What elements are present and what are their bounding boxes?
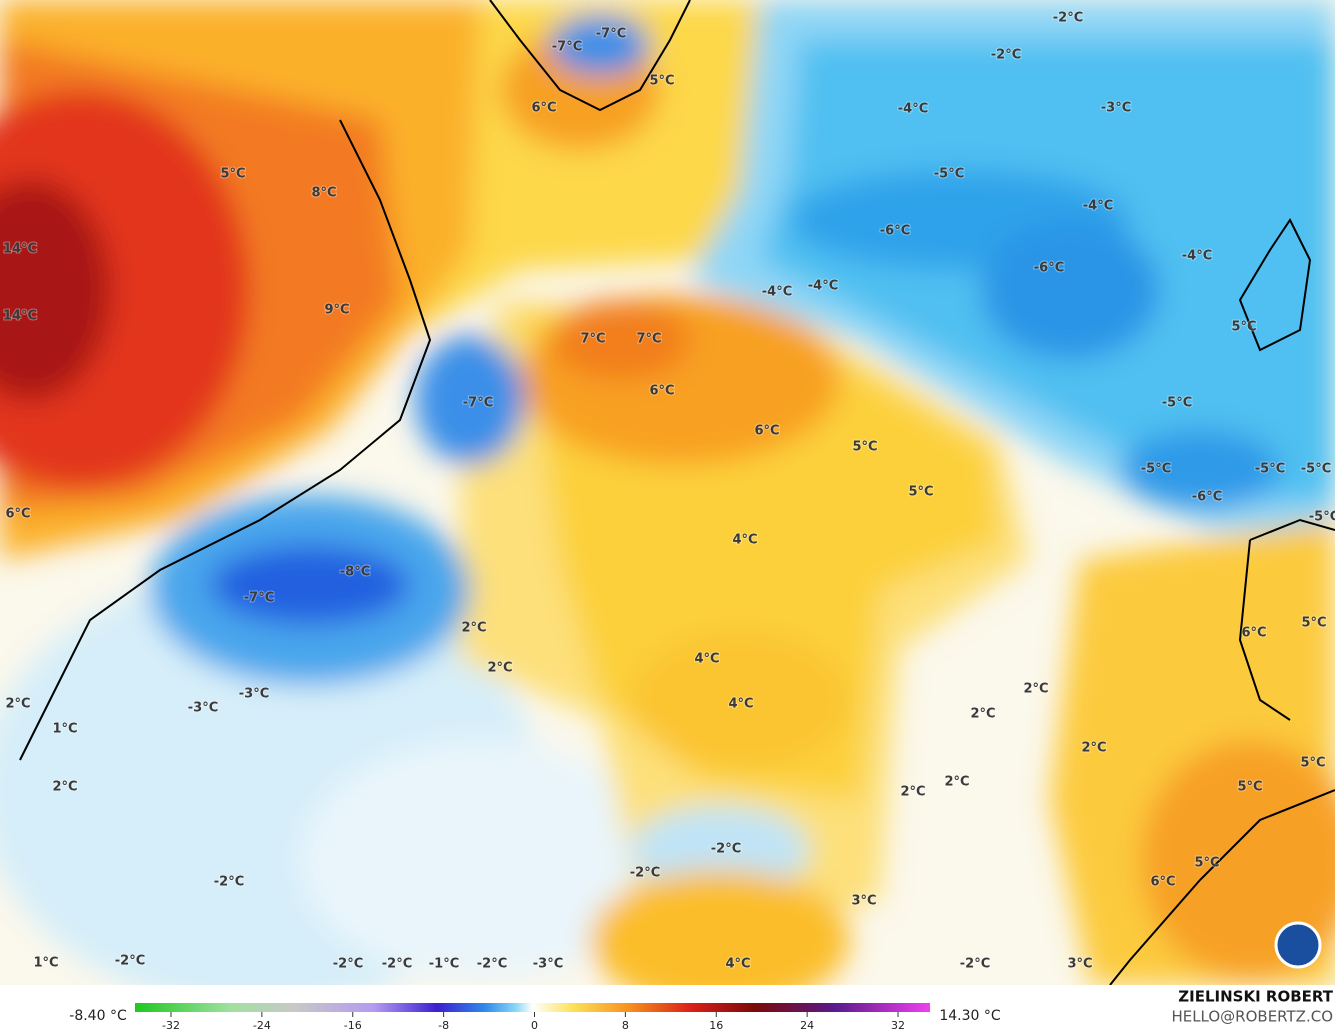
temperature-label: -4°C bbox=[808, 279, 838, 294]
temperature-label: 6°C bbox=[1150, 875, 1175, 890]
temperature-label: 5°C bbox=[852, 440, 877, 455]
temperature-label: 5°C bbox=[649, 74, 674, 89]
colorbar-tick-label: -32 bbox=[162, 1019, 180, 1032]
temperature-label: 5°C bbox=[1231, 320, 1256, 335]
temperature-label: 14°C bbox=[3, 309, 37, 324]
temperature-label: 2°C bbox=[970, 707, 995, 722]
temperature-label: -5°C bbox=[1301, 462, 1331, 477]
colorbar-tick-label: 16 bbox=[709, 1019, 723, 1032]
temperature-label: 1°C bbox=[33, 956, 58, 971]
temperature-label: 2°C bbox=[944, 775, 969, 790]
temperature-label: 5°C bbox=[908, 485, 933, 500]
temperature-label: -7°C bbox=[596, 27, 626, 42]
temperature-label: -2°C bbox=[214, 875, 244, 890]
temperature-label: -3°C bbox=[1101, 101, 1131, 116]
temperature-field: -7°C -7°C -2°C -2°C 5°C 6°C -4°C -3°C 5°C 8°C -5°C… bbox=[0, 0, 1335, 985]
colorbar-max: 14.30 °C bbox=[939, 1008, 1001, 1024]
credit-name: ZIELINSKI ROBERT bbox=[1178, 988, 1333, 1006]
colorbar-tick-label: 32 bbox=[891, 1019, 905, 1032]
temperature-label: -5°C bbox=[934, 167, 964, 182]
temperature-label: 4°C bbox=[694, 652, 719, 667]
temperature-label: -2°C bbox=[630, 866, 660, 881]
temperature-label: -2°C bbox=[1053, 11, 1083, 26]
temperature-label: -2°C bbox=[477, 957, 507, 972]
temperature-label: 5°C bbox=[220, 167, 245, 182]
temperature-label: 6°C bbox=[531, 101, 556, 116]
temperature-label: -6°C bbox=[880, 224, 910, 239]
temperature-label: 5°C bbox=[1194, 856, 1219, 871]
temperature-label: -2°C bbox=[991, 48, 1021, 63]
temperature-label: 6°C bbox=[1241, 626, 1266, 641]
temperature-label: -2°C bbox=[333, 957, 363, 972]
temperature-label: 2°C bbox=[5, 697, 30, 712]
temperature-label: 3°C bbox=[1067, 957, 1092, 972]
temperature-label: 7°C bbox=[636, 332, 661, 347]
colorbar-tick-label: 24 bbox=[800, 1019, 814, 1032]
temperature-label: -1°C bbox=[429, 957, 459, 972]
temperature-label: 6°C bbox=[5, 507, 30, 522]
temperature-label: 3°C bbox=[851, 894, 876, 909]
temperature-label: 4°C bbox=[728, 697, 753, 712]
temperature-label: 4°C bbox=[732, 533, 757, 548]
temperature-label: 6°C bbox=[754, 424, 779, 439]
temperature-label: -6°C bbox=[1034, 261, 1064, 276]
temperature-label: 2°C bbox=[1081, 741, 1106, 756]
temperature-label: -4°C bbox=[1182, 249, 1212, 264]
temperature-label: -5°C bbox=[1255, 462, 1285, 477]
temperature-label: -7°C bbox=[552, 40, 582, 55]
temperature-label: -3°C bbox=[239, 687, 269, 702]
noaa-logo bbox=[1274, 921, 1322, 969]
temperature-label: 2°C bbox=[1023, 682, 1048, 697]
credit-contact: HELLO@ROBERTZ.CO bbox=[1171, 1008, 1333, 1026]
temperature-label: 8°C bbox=[311, 186, 336, 201]
temperature-label: -2°C bbox=[960, 957, 990, 972]
temperature-label: 1°C bbox=[52, 722, 77, 737]
temperature-label: -5°C bbox=[1309, 510, 1335, 525]
colorbar-tick-label: -8 bbox=[438, 1019, 449, 1032]
temperature-label: -2°C bbox=[382, 957, 412, 972]
temperature-label: 7°C bbox=[580, 332, 605, 347]
temperature-label: 5°C bbox=[1301, 616, 1326, 631]
colorbar-min: -8.40 °C bbox=[69, 1008, 127, 1024]
temperature-label: -8°C bbox=[340, 565, 370, 580]
temperature-label: 6°C bbox=[649, 384, 674, 399]
temperature-labels: -7°C -7°C -2°C -2°C 5°C 6°C -4°C -3°C 5°C 8°C -5°C… bbox=[2, 10, 1335, 973]
temperature-label: -4°C bbox=[762, 285, 792, 300]
temperature-label: -6°C bbox=[1192, 490, 1222, 505]
temperature-label: 5°C bbox=[1237, 780, 1262, 795]
coastlines bbox=[19, 0, 1335, 985]
temperature-label: -7°C bbox=[463, 396, 493, 411]
temperature-label: -4°C bbox=[1083, 199, 1113, 214]
temperature-label: 5°C bbox=[1300, 756, 1325, 771]
temperature-label: -3°C bbox=[188, 701, 218, 716]
colorbar-tick-label: -16 bbox=[344, 1019, 362, 1032]
temperature-label: 2°C bbox=[461, 621, 486, 636]
temperature-label: -2°C bbox=[115, 954, 145, 969]
temperature-label: -7°C bbox=[244, 591, 274, 606]
temperature-label: 4°C bbox=[725, 957, 750, 972]
colorbar-tick-label: 0 bbox=[531, 1019, 538, 1032]
temperature-label: 2°C bbox=[52, 780, 77, 795]
temperature-label: -3°C bbox=[533, 957, 563, 972]
temperature-label: 2°C bbox=[900, 785, 925, 800]
colorbar bbox=[135, 1003, 930, 1012]
temperature-label: -2°C bbox=[711, 842, 741, 857]
colorbar-tick-label: 8 bbox=[622, 1019, 629, 1032]
temperature-label: -4°C bbox=[898, 102, 928, 117]
temperature-label: 14°C bbox=[3, 242, 37, 257]
temperature-label: 9°C bbox=[324, 303, 349, 318]
temperature-label: -5°C bbox=[1162, 396, 1192, 411]
colorbar-tick-label: -24 bbox=[253, 1019, 271, 1032]
temperature-label: -5°C bbox=[1141, 462, 1171, 477]
temperature-label: 2°C bbox=[487, 661, 512, 676]
